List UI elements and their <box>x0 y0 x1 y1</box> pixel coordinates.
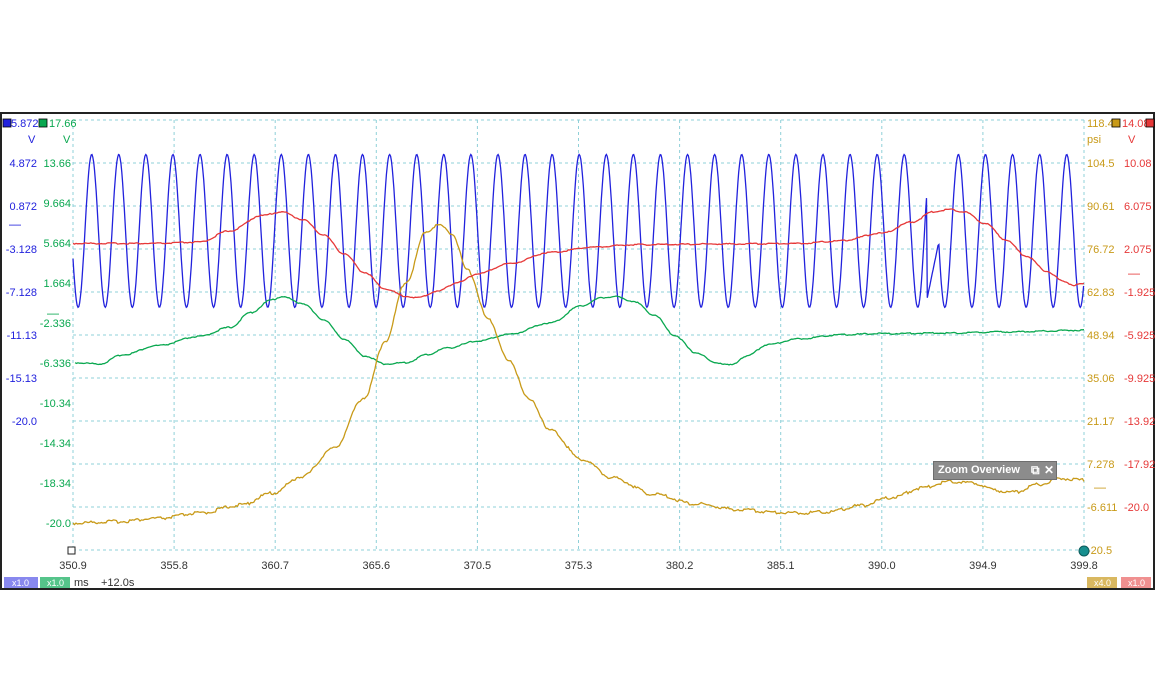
channel-b-unit: V <box>63 134 71 146</box>
channel-b-tick-label: 13.66 <box>43 158 71 170</box>
channel-b-tick-label: 5.664 <box>43 238 71 250</box>
channel-d-tick-label: 2.075 <box>1124 244 1152 256</box>
channel-d-scale-label: x1.0 <box>1128 578 1145 588</box>
channel-c-tick-label: 7.278 <box>1087 459 1115 471</box>
channel-a-tick-label: 0.872 <box>9 201 37 213</box>
zoom-overview-title: Zoom Overview <box>938 464 1020 476</box>
trace-d <box>72 208 1085 299</box>
channel-d-badge[interactable] <box>1145 118 1155 128</box>
time-tick-label: 360.7 <box>261 560 289 572</box>
channel-b-tick-label: -6.336 <box>40 358 71 370</box>
time-unit-label: ms <box>74 577 89 589</box>
channel-c-top-value: 118.4 <box>1087 118 1114 130</box>
channel-b-tick-label: -20.0 <box>46 518 71 530</box>
channel-a-tick-label: 4.872 <box>9 158 37 170</box>
time-tick-label: 370.5 <box>464 560 492 572</box>
channel-d-tick-label: -5.925 <box>1124 330 1155 342</box>
channel-d-tick-label: -9.925 <box>1124 373 1155 385</box>
time-tick-label: 380.2 <box>666 560 694 572</box>
channel-c-axis: 104.5 90.61 76.72 62.83 48.94 35.06 21.17 7.278… <box>1087 158 1117 557</box>
channel-c-badge[interactable] <box>1111 118 1121 128</box>
channel-d-scale-badge[interactable] <box>1121 577 1151 588</box>
channel-a-unit: V <box>28 134 36 146</box>
channel-c-tick-label: 104.5 <box>1087 158 1115 170</box>
scope-frame <box>0 112 1155 590</box>
channel-a-tick-label: -7.128 <box>6 287 37 299</box>
traces <box>72 153 1085 526</box>
channel-a-tick-label: -20.0 <box>12 416 37 428</box>
time-axis: 350.9 355.8 360.7 365.6 370.5 375.3 380.2 385.1… <box>59 560 1098 572</box>
channel-b-tick-label: -2.336 <box>40 318 71 330</box>
channel-c-tick-label: 35.06 <box>1087 373 1115 385</box>
channel-d-tick-label: -13.92 <box>1124 416 1155 428</box>
channel-a-axis: 4.872 0.872 -3.128 -7.128 -11.13 -15.13 -20.0 <box>6 158 37 428</box>
time-tick-label: 375.3 <box>565 560 593 572</box>
time-tick-label: 350.9 <box>59 560 87 572</box>
channel-b-tick-label: 9.664 <box>43 198 71 210</box>
channel-c-tick-label: 48.94 <box>1087 330 1115 342</box>
time-tick-label: 355.8 <box>160 560 188 572</box>
channel-a-tick-label: -15.13 <box>6 373 37 385</box>
channel-c-tick-label: 90.61 <box>1087 201 1115 213</box>
channel-b-top-value: 17.66 <box>49 118 77 130</box>
time-tick-label: 399.8 <box>1070 560 1098 572</box>
zoom-overview-panel[interactable]: Zoom Overview ⧉ ✕ <box>933 461 1057 480</box>
time-tick-label: 394.9 <box>969 560 997 572</box>
channel-c-offset-marker[interactable]: — <box>1094 480 1106 494</box>
channel-a-tick-label: -11.13 <box>7 330 37 342</box>
channel-c-scale-badge[interactable] <box>1087 577 1117 588</box>
channel-d-axis: 10.08 6.075 2.075 -1.925 -5.925 -9.925 -13.92 -… <box>1124 158 1155 514</box>
channel-d-top-value: 14.08 <box>1122 118 1150 130</box>
channel-b-tick-label: -18.34 <box>40 478 71 490</box>
channel-d-unit: V <box>1128 134 1136 146</box>
channel-d-tick-label: -20.0 <box>1124 502 1149 514</box>
channel-c-tick-label: 21.17 <box>1087 416 1115 428</box>
channel-a-offset-marker[interactable]: — <box>9 217 21 231</box>
channel-b-tick-label: 1.664 <box>43 278 71 290</box>
trace-c <box>72 223 1085 526</box>
channel-b-scale-badge[interactable] <box>40 577 70 588</box>
time-offset-label: +12.0s <box>101 577 135 589</box>
channel-b-badge[interactable] <box>38 118 48 128</box>
channel-b-offset-marker[interactable]: — <box>47 306 59 320</box>
channel-a-scale-label: x1.0 <box>12 578 29 588</box>
channel-a-scale-badge[interactable] <box>4 577 38 588</box>
channel-b-tick-label: -10.34 <box>40 398 71 410</box>
close-icon[interactable]: ✕ <box>1044 463 1055 477</box>
channel-b-tick-label: -14.34 <box>40 438 71 450</box>
channel-c-tick-label: 76.72 <box>1087 244 1115 256</box>
channel-a-badge[interactable] <box>2 118 12 128</box>
channel-c-tick-label: 62.83 <box>1087 287 1115 299</box>
restore-icon[interactable]: ⧉ <box>1031 463 1040 477</box>
channel-b-axis: 13.66 9.664 5.664 1.664 -2.336 -6.336 -10.34 -1… <box>40 158 71 530</box>
channel-c-unit: psi <box>1087 134 1101 146</box>
channel-a-top-value: 5.872 <box>11 118 39 130</box>
channel-d-offset-marker[interactable]: — <box>1128 266 1140 280</box>
channel-a-tick-label: -3.128 <box>6 244 37 256</box>
channel-d-tick-label: 6.075 <box>1124 201 1152 213</box>
channel-b-scale-label: x1.0 <box>47 578 64 588</box>
time-tick-label: 385.1 <box>767 560 795 572</box>
trace-b <box>74 295 1085 366</box>
right-ruler-handle[interactable] <box>1078 545 1090 557</box>
time-tick-label: 365.6 <box>363 560 391 572</box>
channel-c-scale-label: x4.0 <box>1094 578 1111 588</box>
channel-d-tick-label: 10.08 <box>1124 158 1152 170</box>
channel-d-tick-label: -17.92 <box>1124 459 1155 471</box>
channel-c-tick-label: -6.611 <box>1087 502 1117 514</box>
channel-c-tick-label: -20.5 <box>1087 545 1112 557</box>
channel-d-tick-label: -1.925 <box>1124 287 1155 299</box>
time-tick-label: 390.0 <box>868 560 896 572</box>
left-ruler-handle[interactable] <box>67 546 76 555</box>
grid <box>72 119 1085 551</box>
trace-a <box>72 153 1085 309</box>
